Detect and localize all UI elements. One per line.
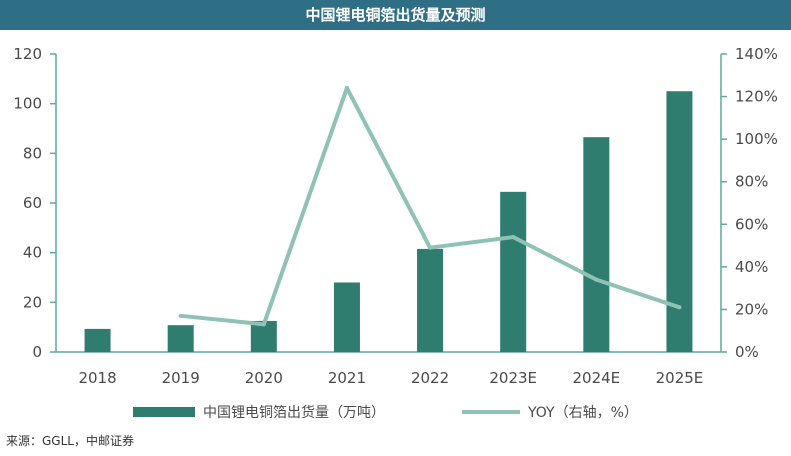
right-tick-label: 80% [735,173,768,191]
source-note: 来源：GGLL，中邮证券 [6,434,134,448]
bar [84,328,111,352]
legend-line-label: YOY（右轴，%） [527,405,638,421]
yoy-point [261,322,266,327]
right-tick-label: 100% [735,130,778,148]
legend: 中国锂电铜箔出货量（万吨） YOY（右轴，%） [133,404,638,421]
x-tick-label: 2024E [572,369,620,387]
yoy-point [428,245,433,250]
left-tick-label: 20 [23,293,42,311]
left-tick-label: 0 [32,343,42,361]
x-tick-label: 2018 [78,369,116,387]
right-tick-label: 60% [735,215,768,233]
right-y-axis: 0% 20% 40% 60% 80% 100% 120% 140% [720,45,778,361]
legend-bar-label: 中国锂电铜箔出货量（万吨） [203,404,385,421]
left-tick-label: 60 [23,194,42,212]
line-series [178,86,682,327]
bar [666,91,693,352]
yoy-point [511,235,516,240]
x-tick-label: 2022 [411,369,449,387]
x-axis: 2018 2019 2020 2021 2022 2023E 2024E 2025E [56,351,721,387]
legend-bar-swatch [133,407,195,417]
right-tick-label: 40% [735,258,768,276]
x-tick-label: 2023E [489,369,537,387]
left-tick-label: 40 [23,244,42,262]
x-tick-label: 2019 [162,369,200,387]
bar [167,325,194,352]
x-tick-label: 2025E [656,369,704,387]
x-tick-label: 2020 [245,369,283,387]
right-tick-label: 120% [735,88,778,106]
chart-area: 0 20 40 60 80 100 120 0% 20% 40% 60% 80% 100% 120% 14… [13,45,778,421]
bar [583,137,610,352]
yoy-point [178,313,183,318]
right-tick-label: 20% [735,300,768,318]
left-tick-label: 100 [13,95,42,113]
bar [333,282,360,352]
yoy-point [677,305,682,310]
yoy-point [594,277,599,282]
chart-title: 中国锂电铜箔出货量及预测 [0,0,791,30]
x-tick-label: 2021 [328,369,366,387]
bar [500,191,527,352]
right-tick-label: 140% [735,45,778,63]
yoy-point [344,86,349,91]
right-tick-label: 0% [735,343,759,361]
left-tick-label: 120 [13,45,42,63]
bar-series [84,91,693,352]
bar [417,248,444,352]
left-y-axis: 0 20 40 60 80 100 120 [13,45,57,361]
left-tick-label: 80 [23,144,42,162]
